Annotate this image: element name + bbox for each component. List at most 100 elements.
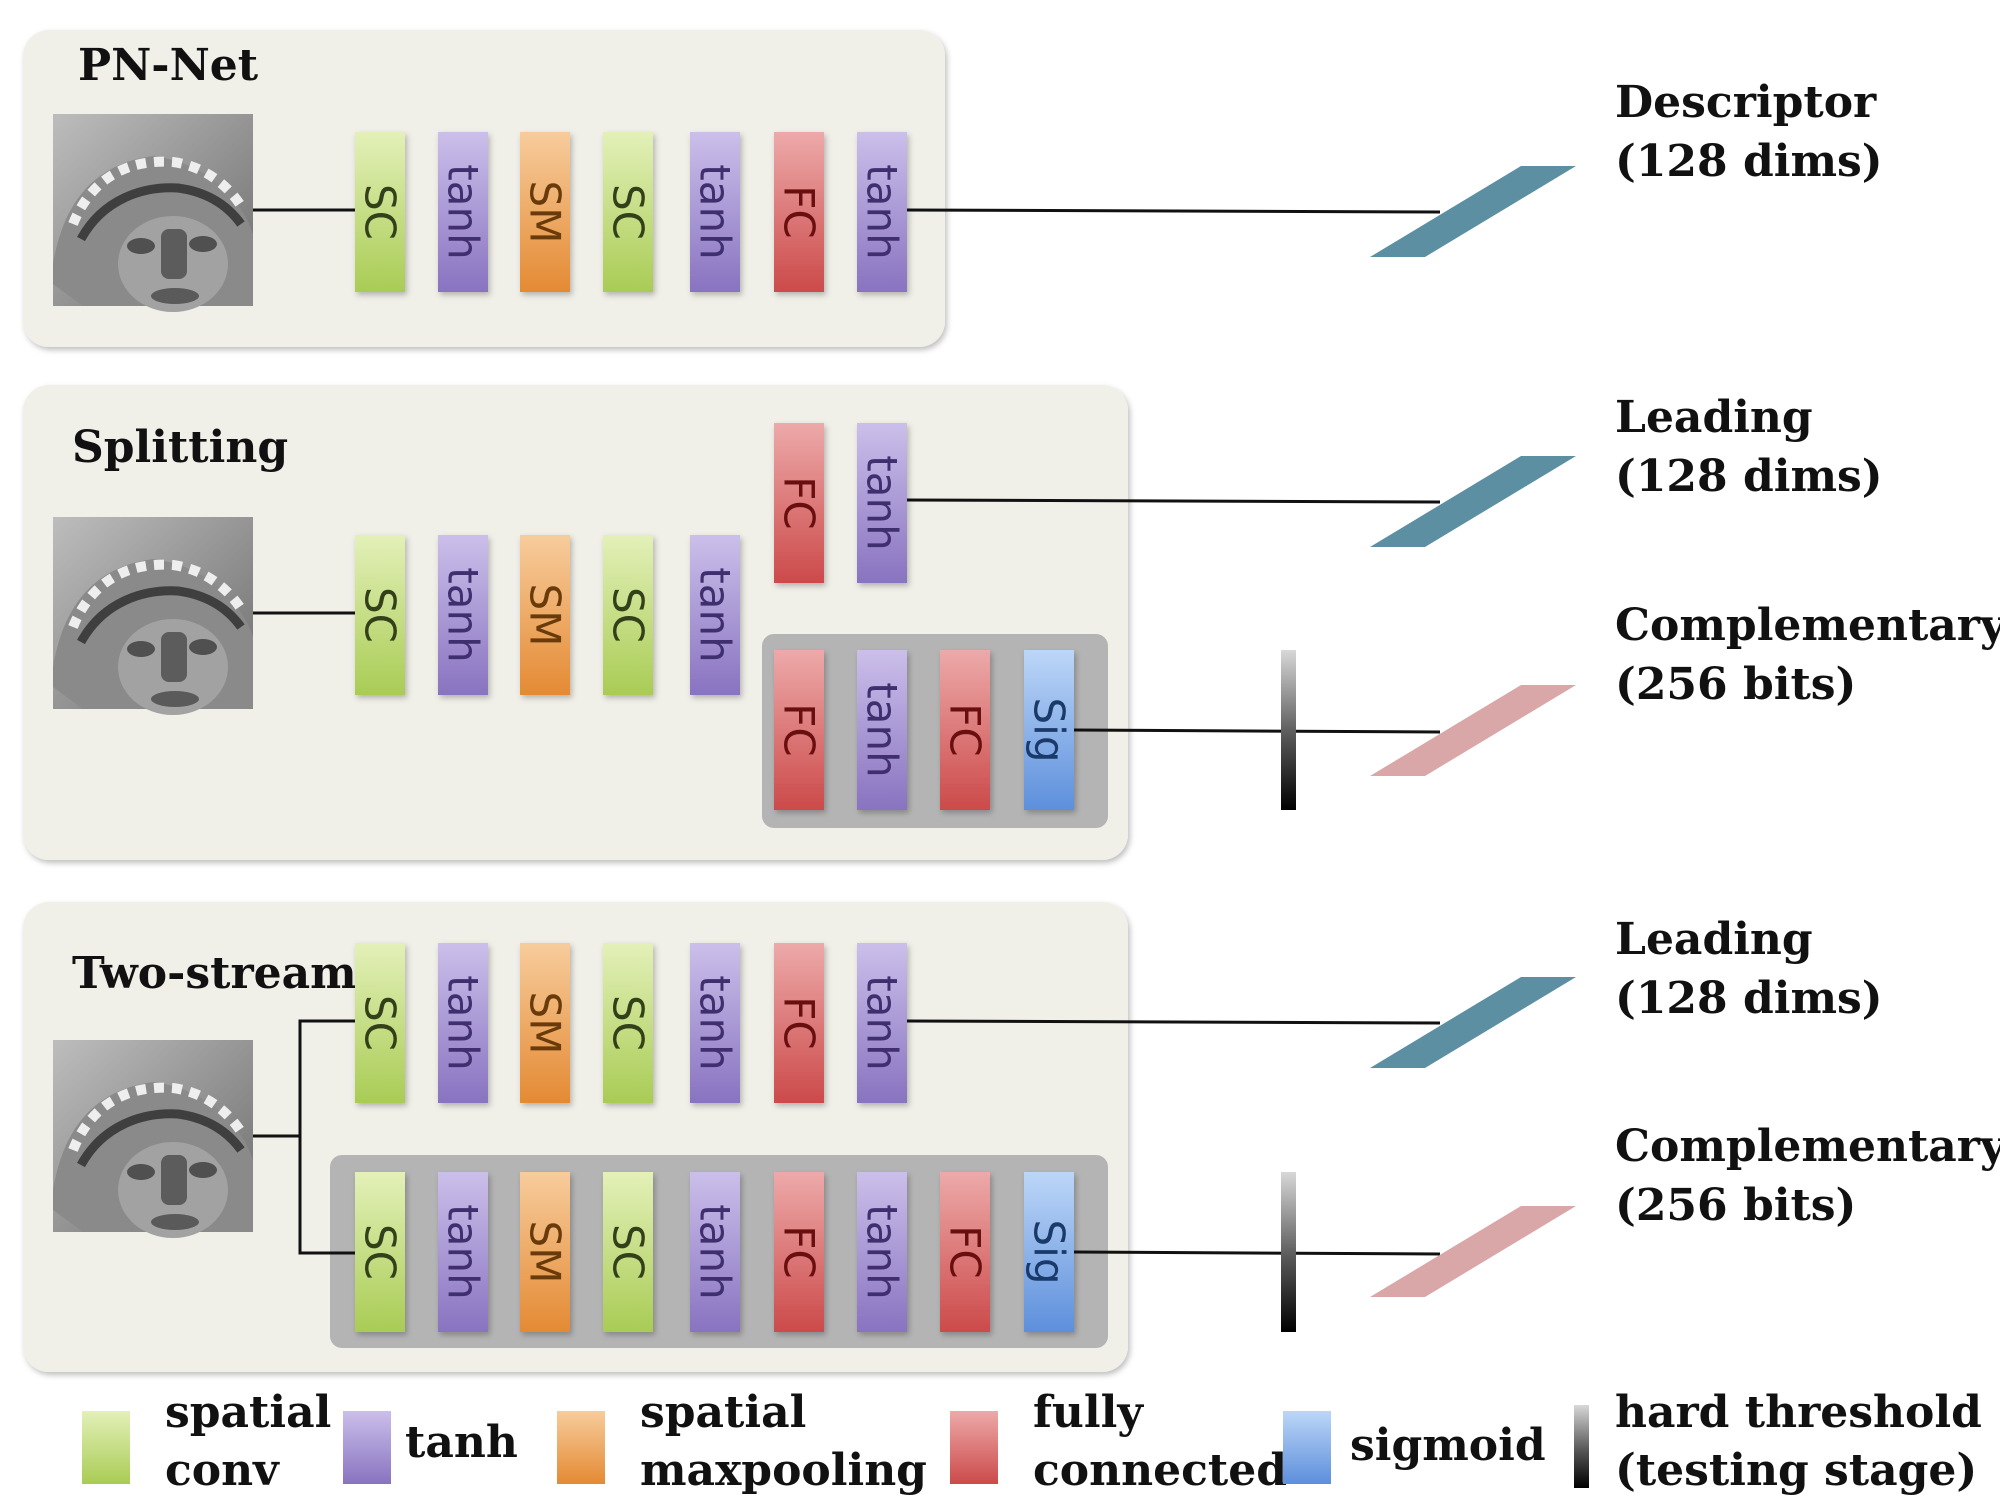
sigmoid-swatch-icon	[1283, 1411, 1331, 1484]
spatial-conv-layer: SC	[355, 535, 405, 695]
fully-connected-layer: FC	[940, 650, 990, 810]
spatial-maxpooling-layer-block	[520, 1172, 570, 1332]
spatial-maxpooling-layer-label: SM	[521, 992, 570, 1055]
legend-label-hard-threshold-line2: (testing stage)	[1615, 1445, 1977, 1496]
spatial-maxpooling-layer: SM	[520, 535, 570, 695]
fully-connected-layer-block	[774, 132, 824, 292]
output-label-complementary-bits: (256 bits)	[1615, 1180, 1856, 1231]
spatial-conv-layer-label: SC	[356, 995, 405, 1051]
tanh-layer-label: tanh	[439, 1204, 488, 1299]
splitting-complementary-box	[762, 634, 1108, 828]
tanh-layer: tanh	[690, 1172, 740, 1332]
spatial-maxpooling-swatch-icon	[557, 1411, 605, 1484]
tanh-layer-label: tanh	[691, 164, 740, 259]
fully-connected-layer-block	[774, 943, 824, 1103]
tanh-layer-block	[857, 132, 907, 292]
tanh-layer-block	[690, 943, 740, 1103]
tanh-layer: tanh	[857, 132, 907, 292]
output-label-leading: Leading	[1615, 392, 1813, 443]
spatial-maxpooling-layer: SM	[520, 132, 570, 292]
legend-label-hard-threshold-line1: hard threshold	[1615, 1387, 1982, 1438]
tanh-layer: tanh	[857, 943, 907, 1103]
legend-label-spatial-maxpooling-line2: maxpooling	[640, 1445, 927, 1496]
spatial-conv-layer-block	[603, 132, 653, 292]
tanh-layer-label: tanh	[858, 1204, 907, 1299]
fully-connected-layer-label: FC	[775, 703, 824, 756]
tanh-layer-block	[438, 535, 488, 695]
spatial-conv-layer-label: SC	[356, 184, 405, 240]
output-label-complementary: Complementary	[1615, 600, 2000, 651]
spatial-maxpooling-layer-label: SM	[521, 1221, 570, 1284]
fully-connected-layer-label: FC	[775, 185, 824, 238]
fully-connected-layer-label: FC	[941, 1225, 990, 1278]
sigmoid-layer-label: Sig	[1025, 698, 1074, 763]
tanh-layer: tanh	[438, 132, 488, 292]
tanh-layer-block	[690, 535, 740, 695]
spatial-maxpooling-layer-block	[520, 535, 570, 695]
tanh-layer-label: tanh	[439, 164, 488, 259]
spatial-conv-layer-label: SC	[604, 587, 653, 643]
output-label-complementary: Complementary	[1615, 1121, 2000, 1172]
hard-threshold-swatch-icon	[1574, 1405, 1589, 1488]
hard-threshold-bar	[1281, 1172, 1296, 1332]
spatial-conv-layer-block	[603, 535, 653, 695]
tanh-layer: tanh	[438, 943, 488, 1103]
tanh-layer: tanh	[857, 1172, 907, 1332]
tanh-layer-label: tanh	[691, 1204, 740, 1299]
spatial-conv-layer: SC	[355, 943, 405, 1103]
spatial-conv-layer-label: SC	[604, 995, 653, 1051]
output-label-leading-dims: (128 dims)	[1615, 973, 1883, 1024]
output-parallelogram	[1370, 166, 1576, 257]
spatial-maxpooling-layer-label: SM	[521, 181, 570, 244]
tanh-layer-label: tanh	[858, 682, 907, 777]
output-parallelogram	[1370, 456, 1576, 547]
fully-connected-layer-label: FC	[775, 996, 824, 1049]
tanh-layer-label: tanh	[691, 975, 740, 1070]
tanh-layer-block	[857, 650, 907, 810]
fully-connected-layer: FC	[774, 943, 824, 1103]
fully-connected-layer-label: FC	[775, 1225, 824, 1278]
tanh-layer-block	[857, 943, 907, 1103]
fully-connected-swatch-icon	[950, 1411, 998, 1484]
fully-connected-layer-block	[774, 423, 824, 583]
panel-title-pn-net: PN-Net	[78, 40, 259, 91]
spatial-maxpooling-layer-block	[520, 132, 570, 292]
tanh-layer-label: tanh	[691, 567, 740, 662]
output-label-descriptor: Descriptor	[1615, 77, 1877, 128]
spatial-conv-layer-label: SC	[356, 587, 405, 643]
spatial-conv-layer-label: SC	[356, 1224, 405, 1280]
spatial-conv-layer: SC	[603, 132, 653, 292]
spatial-conv-layer-block	[355, 132, 405, 292]
tanh-layer: tanh	[857, 650, 907, 810]
spatial-conv-layer: SC	[603, 1172, 653, 1332]
output-parallelogram	[1370, 685, 1576, 776]
fully-connected-layer: FC	[774, 1172, 824, 1332]
tanh-layer-label: tanh	[858, 164, 907, 259]
tanh-layer-block	[438, 132, 488, 292]
tanh-layer: tanh	[438, 535, 488, 695]
fully-connected-layer: FC	[940, 1172, 990, 1332]
spatial-conv-layer-block	[603, 1172, 653, 1332]
fully-connected-layer: FC	[774, 650, 824, 810]
spatial-conv-layer-label: SC	[604, 1224, 653, 1280]
tanh-layer-block	[857, 1172, 907, 1332]
fully-connected-layer-label: FC	[775, 476, 824, 529]
tanh-layer: tanh	[690, 132, 740, 292]
tanh-layer-block	[690, 1172, 740, 1332]
sigmoid-layer-label: Sig	[1025, 1220, 1074, 1285]
tanh-layer-label: tanh	[439, 975, 488, 1070]
tanh-layer: tanh	[438, 1172, 488, 1332]
connection-lines	[253, 208, 1441, 1256]
tanh-layer-block	[690, 132, 740, 292]
legend-label-fully-connected-line2: connected	[1033, 1445, 1287, 1496]
fully-connected-layer: FC	[774, 423, 824, 583]
spatial-maxpooling-layer-label: SM	[521, 584, 570, 647]
sigmoid-layer: Sig	[1024, 650, 1074, 810]
sigmoid-layer: Sig	[1024, 1172, 1074, 1332]
fully-connected-layer-block	[774, 1172, 824, 1332]
output-parallelogram	[1370, 977, 1576, 1068]
fully-connected-layer-block	[774, 650, 824, 810]
tanh-layer: tanh	[690, 535, 740, 695]
tanh-layer-label: tanh	[858, 975, 907, 1070]
